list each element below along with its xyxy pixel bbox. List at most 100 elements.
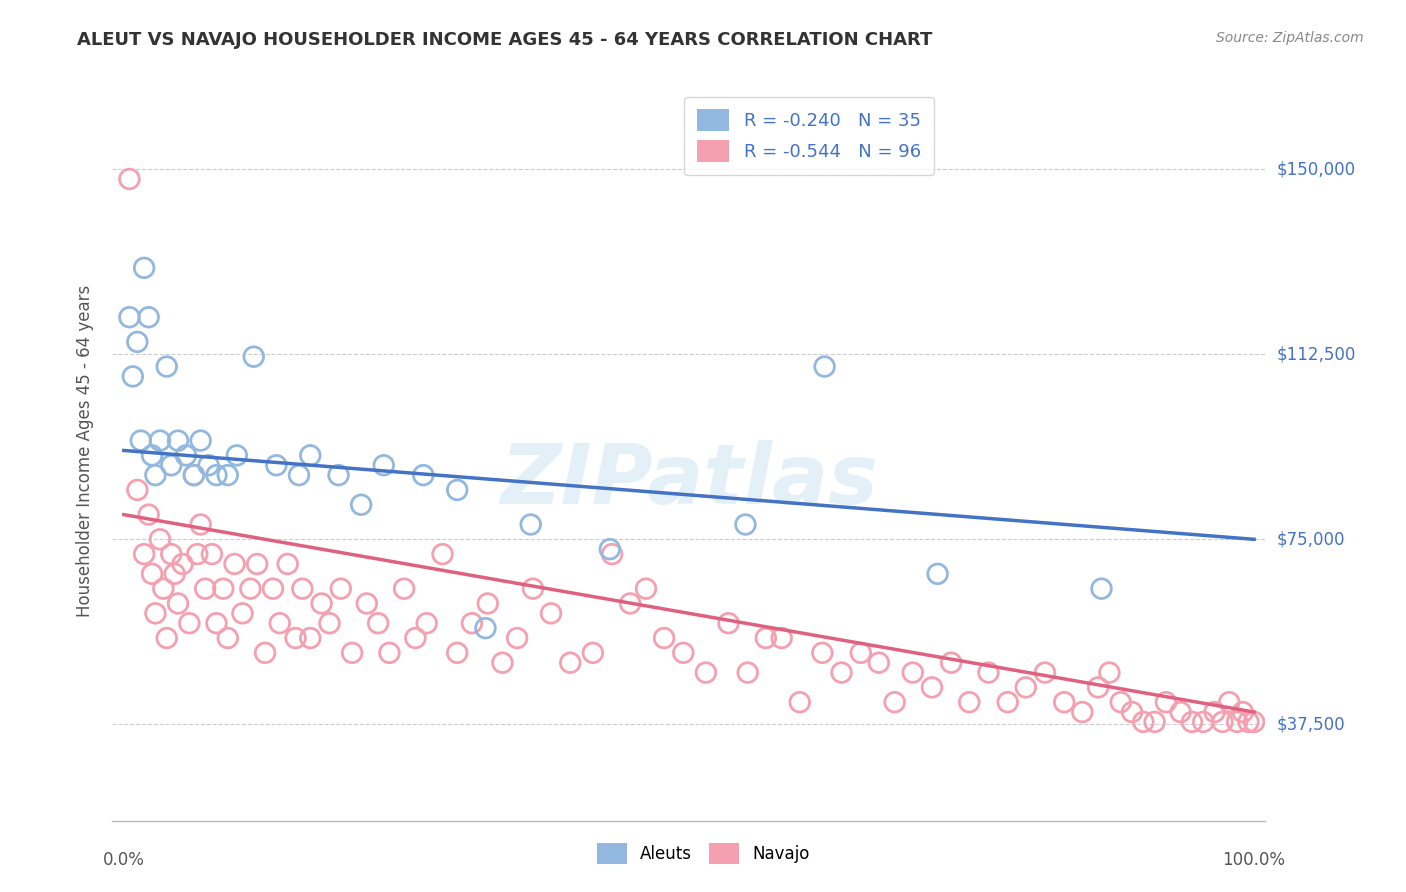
- Point: [299, 449, 322, 463]
- Point: [239, 582, 262, 596]
- Text: $75,000: $75,000: [1277, 531, 1346, 549]
- Point: [141, 449, 163, 463]
- Point: [217, 631, 239, 645]
- Point: [134, 547, 156, 561]
- Point: [367, 616, 389, 631]
- Point: [340, 646, 363, 660]
- Point: [717, 616, 740, 631]
- Text: Source: ZipAtlas.com: Source: ZipAtlas.com: [1216, 31, 1364, 45]
- Point: [491, 656, 513, 670]
- Text: $37,500: $37,500: [1277, 715, 1346, 733]
- Point: [328, 468, 350, 483]
- Point: [1218, 695, 1240, 709]
- Point: [474, 621, 496, 635]
- Point: [755, 631, 778, 645]
- Point: [156, 359, 179, 374]
- Point: [266, 458, 288, 473]
- Point: [695, 665, 717, 680]
- Point: [1211, 714, 1233, 729]
- Point: [432, 547, 454, 561]
- Point: [811, 646, 834, 660]
- Point: [254, 646, 277, 660]
- Point: [1087, 681, 1109, 695]
- Point: [246, 557, 269, 571]
- Point: [619, 597, 641, 611]
- Point: [318, 616, 340, 631]
- Point: [1121, 705, 1143, 719]
- Point: [179, 616, 201, 631]
- Point: [217, 468, 239, 483]
- Point: [269, 616, 291, 631]
- Point: [1204, 705, 1226, 719]
- Point: [392, 582, 415, 596]
- Point: [121, 369, 143, 384]
- Point: [201, 547, 224, 561]
- Point: [1098, 665, 1121, 680]
- Point: [927, 566, 949, 581]
- Text: ALEUT VS NAVAJO HOUSEHOLDER INCOME AGES 45 - 64 YEARS CORRELATION CHART: ALEUT VS NAVAJO HOUSEHOLDER INCOME AGES …: [77, 31, 932, 49]
- Point: [138, 310, 160, 325]
- Point: [941, 656, 963, 670]
- Point: [461, 616, 484, 631]
- Point: [883, 695, 905, 709]
- Point: [127, 334, 149, 349]
- Point: [901, 665, 924, 680]
- Point: [519, 517, 541, 532]
- Text: 100.0%: 100.0%: [1223, 851, 1285, 869]
- Point: [378, 646, 401, 660]
- Point: [156, 631, 179, 645]
- Point: [412, 468, 434, 483]
- Point: [600, 547, 623, 561]
- Point: [652, 631, 675, 645]
- Point: [977, 665, 1000, 680]
- Point: [284, 631, 307, 645]
- Point: [212, 582, 235, 596]
- Point: [540, 607, 562, 621]
- Point: [160, 458, 183, 473]
- Point: [127, 483, 149, 497]
- Text: $112,500: $112,500: [1277, 345, 1355, 363]
- Point: [138, 508, 160, 522]
- Point: [152, 582, 174, 596]
- Point: [921, 681, 943, 695]
- Text: 0.0%: 0.0%: [103, 851, 145, 869]
- Point: [242, 350, 264, 364]
- Point: [186, 547, 208, 561]
- Point: [1154, 695, 1177, 709]
- Point: [446, 483, 468, 497]
- Point: [277, 557, 299, 571]
- Point: [129, 434, 152, 448]
- Point: [789, 695, 811, 709]
- Point: [582, 646, 605, 660]
- Point: [404, 631, 426, 645]
- Point: [734, 517, 756, 532]
- Point: [194, 582, 217, 596]
- Point: [868, 656, 890, 670]
- Point: [149, 533, 172, 547]
- Point: [1053, 695, 1076, 709]
- Point: [560, 656, 582, 670]
- Point: [205, 468, 228, 483]
- Point: [299, 631, 322, 645]
- Point: [997, 695, 1019, 709]
- Text: $150,000: $150,000: [1277, 161, 1355, 178]
- Point: [350, 498, 373, 512]
- Point: [1109, 695, 1132, 709]
- Point: [1033, 665, 1056, 680]
- Point: [205, 616, 228, 631]
- Point: [1170, 705, 1192, 719]
- Point: [1143, 714, 1166, 729]
- Point: [190, 434, 212, 448]
- Point: [770, 631, 793, 645]
- Point: [1237, 714, 1260, 729]
- Point: [415, 616, 437, 631]
- Point: [163, 566, 186, 581]
- Point: [262, 582, 284, 596]
- Point: [831, 665, 853, 680]
- Point: [172, 557, 194, 571]
- Point: [224, 557, 246, 571]
- Point: [141, 566, 163, 581]
- Point: [506, 631, 529, 645]
- Point: [957, 695, 980, 709]
- Point: [1226, 714, 1249, 729]
